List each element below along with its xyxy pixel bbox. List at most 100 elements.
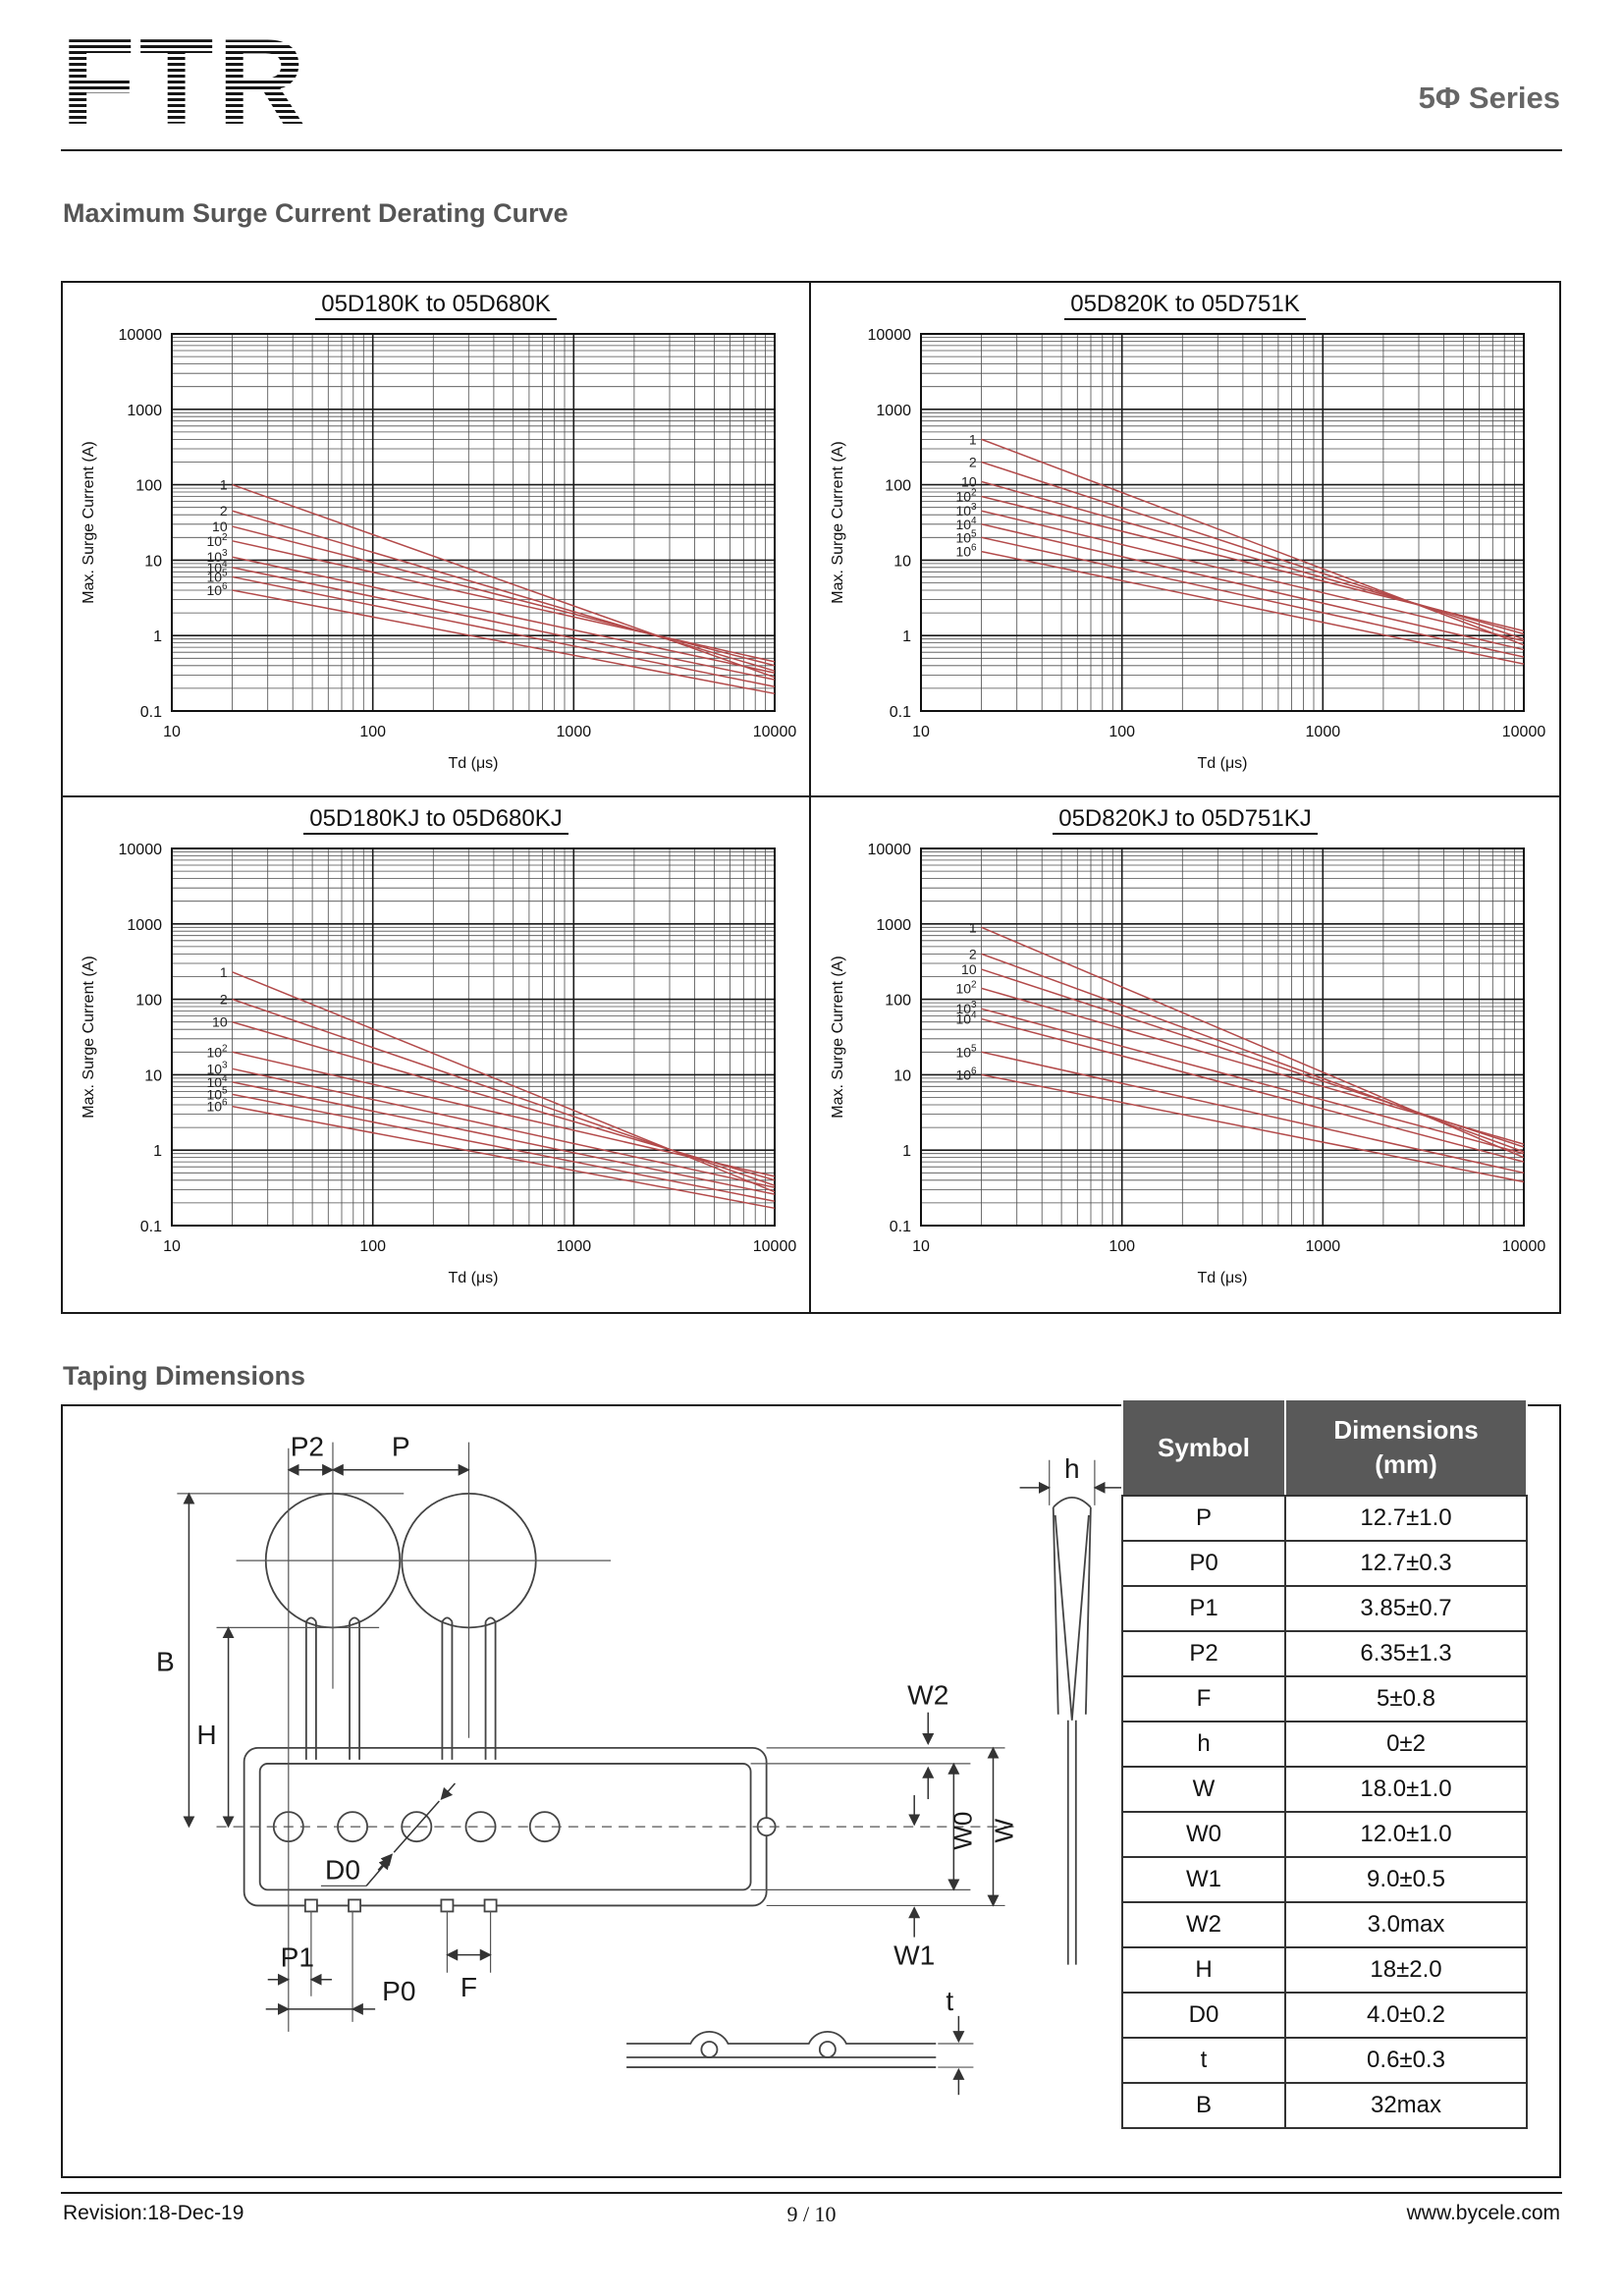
svg-text:100: 100	[1109, 1238, 1135, 1255]
symbol-cell: D0	[1121, 1992, 1286, 2039]
taping-drawing: P2 P B H D0 W2 W0 W W1 F P1 P0 h t	[156, 1432, 1123, 2096]
svg-text:1: 1	[902, 1143, 911, 1160]
svg-text:10000: 10000	[868, 327, 912, 344]
table-row: D0 4.0±0.2	[1121, 1992, 1528, 2039]
table-header-row: Symbol Dimensions (mm)	[1121, 1398, 1528, 1497]
svg-text:0.1: 0.1	[890, 704, 911, 721]
svg-text:10000: 10000	[753, 724, 797, 740]
derating-chart-05d820kj: 05D820KJ to 05D751KJ 10000 1000 100 10 1 0.1 1…	[811, 797, 1559, 1312]
dim-label-w0: W0	[947, 1812, 977, 1850]
side-view-profile	[1052, 1496, 1092, 1965]
footer-page-number: 9 / 10	[786, 2202, 837, 2226]
svg-text:Td (μs): Td (μs)	[1198, 755, 1248, 772]
svg-text:1000: 1000	[1306, 724, 1341, 740]
svg-text:10: 10	[893, 1067, 911, 1084]
svg-text:10000: 10000	[868, 842, 912, 858]
table-row: H 18±2.0	[1121, 1946, 1528, 1994]
dimension-value: 3.85±0.7	[1284, 1585, 1528, 1632]
lead-wire	[304, 1616, 317, 1760]
symbol-cell: H	[1121, 1946, 1286, 1994]
svg-text:10: 10	[961, 473, 977, 489]
dim-label-t: t	[946, 1986, 953, 2016]
dim-label-f: F	[460, 1972, 477, 2002]
taping-section-title: Taping Dimensions	[63, 1361, 306, 1391]
tape-cross-section	[626, 2031, 937, 2068]
chart-title: 05D820K to 05D751K	[811, 291, 1559, 322]
table-row: F 5±0.8	[1121, 1675, 1528, 1722]
dim-label-d0: D0	[325, 1854, 360, 1885]
footer-website: www.bycele.com	[1406, 2202, 1560, 2224]
svg-text:1000: 1000	[127, 403, 162, 419]
dim-label-h-height: H	[196, 1720, 216, 1750]
footer-revision: Revision:18-Dec-19	[63, 2202, 244, 2224]
table-row: P0 12.7±0.3	[1121, 1540, 1528, 1587]
dim-label-h-kink: h	[1064, 1453, 1080, 1484]
table-row: W 18.0±1.0	[1121, 1766, 1528, 1813]
dimension-value: 18.0±1.0	[1284, 1766, 1528, 1813]
dimension-value: 0.6±0.3	[1284, 2037, 1528, 2084]
svg-text:10: 10	[144, 1067, 162, 1084]
svg-text:1000: 1000	[876, 917, 911, 934]
svg-text:10: 10	[893, 553, 911, 570]
svg-text:0.1: 0.1	[890, 1219, 911, 1235]
svg-text:0.1: 0.1	[140, 704, 162, 721]
svg-text:1000: 1000	[557, 724, 592, 740]
svg-text:100: 100	[1109, 724, 1135, 740]
svg-text:1: 1	[969, 919, 977, 935]
svg-text:106: 106	[206, 581, 228, 598]
chart-title: 05D820KJ to 05D751KJ	[811, 805, 1559, 837]
dimension-value: 0±2	[1284, 1721, 1528, 1768]
svg-text:10000: 10000	[119, 327, 163, 344]
dimension-labels: P2 P B H D0 W2 W0 W W1 F P1 P0 h t	[156, 1432, 1080, 2016]
svg-text:10000: 10000	[1502, 1238, 1546, 1255]
table-row: h 0±2	[1121, 1721, 1528, 1768]
svg-text:10: 10	[961, 961, 977, 977]
table-row: W1 9.0±0.5	[1121, 1856, 1528, 1903]
hole-profile	[700, 2041, 719, 2058]
dimension-value: 32max	[1284, 2082, 1528, 2129]
series-label: 5Φ Series	[1418, 81, 1560, 115]
derating-chart-05d180k: 05D180K to 05D680K 10000 1000 100 10 1 0.1 10 1…	[63, 283, 811, 797]
table-row: W2 3.0max	[1121, 1901, 1528, 1948]
derating-chart-05d180kj: 05D180KJ to 05D680KJ 10000 1000 100 10 1 0.1 1…	[63, 797, 811, 1312]
chart-title: 05D180KJ to 05D680KJ	[63, 805, 809, 837]
svg-text:10000: 10000	[119, 842, 163, 858]
dim-label-w: W	[990, 1818, 1019, 1842]
derating-chart-05d820k: 05D820K to 05D751K 10000 1000 100 10 1 0.1 10 1…	[811, 283, 1559, 797]
crimp-tab	[440, 1898, 455, 1913]
svg-text:105: 105	[955, 1043, 977, 1060]
symbol-cell: W	[1121, 1766, 1286, 1813]
symbol-cell: W0	[1121, 1811, 1286, 1858]
svg-text:1000: 1000	[557, 1238, 592, 1255]
lead-wire	[441, 1616, 454, 1760]
symbol-cell: P0	[1121, 1540, 1286, 1587]
svg-text:100: 100	[885, 478, 911, 495]
taping-dimensions-table: Symbol Dimensions (mm) P 12.7±1.0 P0 12.7±0…	[1121, 1398, 1528, 2129]
table-row: B 32max	[1121, 2082, 1528, 2129]
svg-text:1: 1	[153, 629, 162, 645]
dimension-arrows	[183, 1463, 1123, 2096]
svg-text:2: 2	[220, 503, 228, 519]
svg-text:Max. Surge Current (A): Max. Surge Current (A)	[81, 956, 97, 1118]
svg-text:10: 10	[163, 724, 181, 740]
svg-text:100: 100	[359, 724, 386, 740]
symbol-cell: F	[1121, 1675, 1286, 1722]
dimension-value: 4.0±0.2	[1284, 1992, 1528, 2039]
table-row: P 12.7±1.0	[1121, 1495, 1528, 1542]
dimension-value: 5±0.8	[1284, 1675, 1528, 1722]
svg-text:102: 102	[206, 1043, 228, 1060]
svg-text:102: 102	[955, 979, 977, 996]
lead-wire	[484, 1616, 497, 1760]
svg-text:100: 100	[135, 478, 162, 495]
svg-text:Td (μs): Td (μs)	[1198, 1270, 1248, 1286]
component-outlines	[243, 1492, 1092, 2068]
dimensions-header: Dimensions (mm)	[1284, 1398, 1528, 1497]
derating-charts-panel: 05D180K to 05D680K 10000 1000 100 10 1 0.1 10 1…	[61, 281, 1561, 1314]
table-row: P2 6.35±1.3	[1121, 1630, 1528, 1677]
extension-lines	[177, 1442, 1096, 2068]
symbol-cell: W1	[1121, 1856, 1286, 1903]
